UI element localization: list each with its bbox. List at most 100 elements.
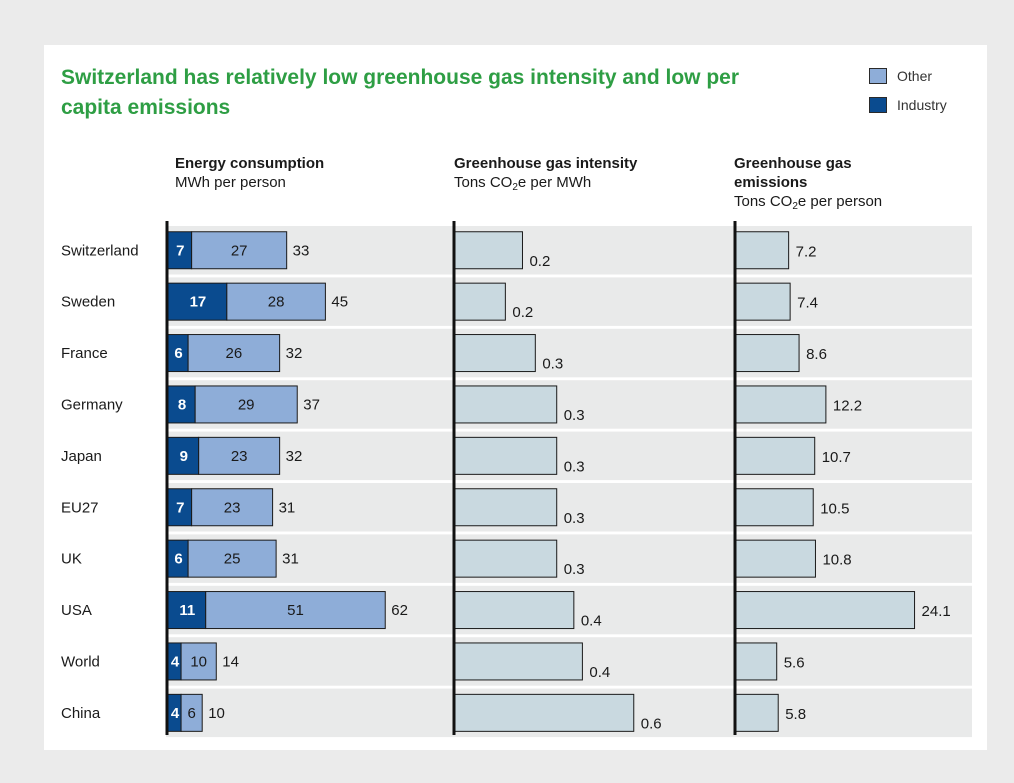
energy-label-other-japan: 23 xyxy=(231,448,248,465)
panel-header-energy: Energy consumption MWh per person xyxy=(175,154,324,192)
energy-label-total-sweden: 45 xyxy=(331,294,348,311)
row-label-uk: UK xyxy=(61,551,82,568)
energy-label-total-japan: 32 xyxy=(286,448,303,465)
intensity-label-world: 0.4 xyxy=(589,664,610,681)
energy-bar-other-france xyxy=(187,334,281,373)
energy-bar-other-sweden xyxy=(226,282,326,321)
intensity-bar-japan xyxy=(453,436,558,475)
row-label-france: France xyxy=(61,345,108,362)
panel-subtitle-emissions-pre: Tons CO xyxy=(734,193,793,210)
row-band-eu27 xyxy=(166,483,972,532)
panel-subtitle-emissions-post: e per person xyxy=(797,193,883,210)
panel-header-intensity: Greenhouse gas intensity Tons CO2e per M… xyxy=(454,154,638,193)
emissions-bar-world xyxy=(734,642,778,681)
intensity-label-eu27: 0.3 xyxy=(564,510,585,527)
energy-label-other-eu27: 23 xyxy=(224,499,241,516)
energy-label-industry-uk: 6 xyxy=(174,551,182,568)
row-label-eu27: EU27 xyxy=(61,499,99,516)
energy-label-industry-germany: 8 xyxy=(178,396,186,413)
emissions-label-eu27: 10.5 xyxy=(820,500,849,517)
energy-label-total-switzerland: 33 xyxy=(293,242,310,259)
row-label-china: China xyxy=(61,705,101,722)
legend-item-other: Other xyxy=(869,67,989,87)
panel-subtitle-energy: MWh per person xyxy=(175,174,286,191)
intensity-bar-eu27 xyxy=(453,488,558,527)
row-band-switzerland xyxy=(166,226,972,275)
energy-bar-other-uk xyxy=(187,539,277,578)
energy-label-total-china: 10 xyxy=(208,705,225,722)
energy-label-other-france: 26 xyxy=(226,345,243,362)
intensity-bar-usa xyxy=(453,591,575,630)
intensity-bar-world xyxy=(453,642,583,681)
energy-bar-industry-usa xyxy=(166,591,207,630)
energy-label-industry-world: 4 xyxy=(171,653,180,670)
energy-label-industry-france: 6 xyxy=(174,345,182,362)
intensity-label-usa: 0.4 xyxy=(581,613,602,630)
emissions-label-japan: 10.7 xyxy=(822,449,851,466)
emissions-label-switzerland: 7.2 xyxy=(796,243,817,260)
energy-label-industry-japan: 9 xyxy=(180,448,188,465)
energy-label-total-france: 32 xyxy=(286,345,303,362)
energy-bar-industry-japan xyxy=(166,436,200,475)
legend-item-industry: Industry xyxy=(869,96,989,116)
panel-title-intensity: Greenhouse gas intensity xyxy=(454,155,638,172)
row-band-japan xyxy=(166,431,972,481)
emissions-label-germany: 12.2 xyxy=(833,397,862,414)
row-band-uk xyxy=(166,534,972,583)
energy-label-industry-switzerland: 7 xyxy=(176,242,184,259)
energy-bar-other-world xyxy=(180,642,217,681)
energy-bar-other-japan xyxy=(198,436,281,475)
row-label-germany: Germany xyxy=(61,396,123,413)
intensity-bar-france xyxy=(453,334,536,373)
intensity-label-uk: 0.3 xyxy=(564,561,585,578)
panel-title-emissions-line1: Greenhouse gas xyxy=(734,155,852,172)
chart-title: Switzerland has relatively low greenhous… xyxy=(61,66,740,119)
emissions-label-china: 5.8 xyxy=(785,706,806,723)
emissions-bar-sweden xyxy=(734,282,791,321)
intensity-bar-uk xyxy=(453,539,558,578)
row-label-switzerland: Switzerland xyxy=(61,242,139,259)
energy-label-total-eu27: 31 xyxy=(279,499,296,516)
intensity-bar-switzerland xyxy=(453,231,523,270)
intensity-bar-germany xyxy=(453,385,558,424)
energy-label-other-switzerland: 27 xyxy=(231,242,248,259)
emissions-bar-usa xyxy=(734,591,916,630)
energy-label-industry-usa: 11 xyxy=(179,602,195,619)
emissions-label-usa: 24.1 xyxy=(922,603,951,620)
energy-bar-other-china xyxy=(180,693,203,732)
panel-subtitle-intensity-sub: 2 xyxy=(512,182,518,193)
energy-bar-industry-switzerland xyxy=(166,231,193,270)
panel-subtitle-intensity-post: e per MWh xyxy=(517,174,592,191)
energy-label-other-world: 10 xyxy=(190,653,207,670)
intensity-label-germany: 0.3 xyxy=(564,407,585,424)
panel-subtitle-emissions: Tons CO2e per person xyxy=(734,192,883,212)
panel-title-energy: Energy consumption xyxy=(175,155,325,172)
energy-label-total-uk: 31 xyxy=(282,551,299,568)
energy-bar-industry-sweden xyxy=(166,282,228,321)
energy-bar-other-switzerland xyxy=(191,231,288,270)
emissions-label-sweden: 7.4 xyxy=(797,295,818,312)
energy-label-industry-sweden: 17 xyxy=(190,294,207,311)
emissions-bar-france xyxy=(734,334,800,373)
emissions-bar-china xyxy=(734,693,779,732)
panel-header-emissions: Greenhouse gas emissions Tons CO2e per p… xyxy=(734,154,883,212)
intensity-label-france: 0.3 xyxy=(542,356,563,373)
panel-subtitle-emissions-sub: 2 xyxy=(792,201,798,212)
row-label-japan: Japan xyxy=(61,448,102,465)
energy-bar-other-eu27 xyxy=(191,488,274,527)
intensity-bar-sweden xyxy=(453,282,506,321)
intensity-label-sweden: 0.2 xyxy=(512,304,533,321)
energy-bar-other-usa xyxy=(205,591,386,630)
legend-swatch-other xyxy=(869,68,887,84)
energy-label-industry-china: 4 xyxy=(171,705,180,722)
energy-bar-other-germany xyxy=(194,385,298,424)
legend-label-industry: Industry xyxy=(897,97,947,113)
panel-subtitle-intensity-pre: Tons CO xyxy=(454,174,513,191)
emissions-bar-uk xyxy=(734,539,816,578)
energy-label-other-china: 6 xyxy=(187,705,195,722)
panel-subtitle-intensity: Tons CO2e per MWh xyxy=(454,173,637,193)
legend-swatch-industry xyxy=(869,97,887,113)
panel-title-emissions-line2: emissions xyxy=(734,174,808,191)
intensity-label-japan: 0.3 xyxy=(564,458,585,475)
